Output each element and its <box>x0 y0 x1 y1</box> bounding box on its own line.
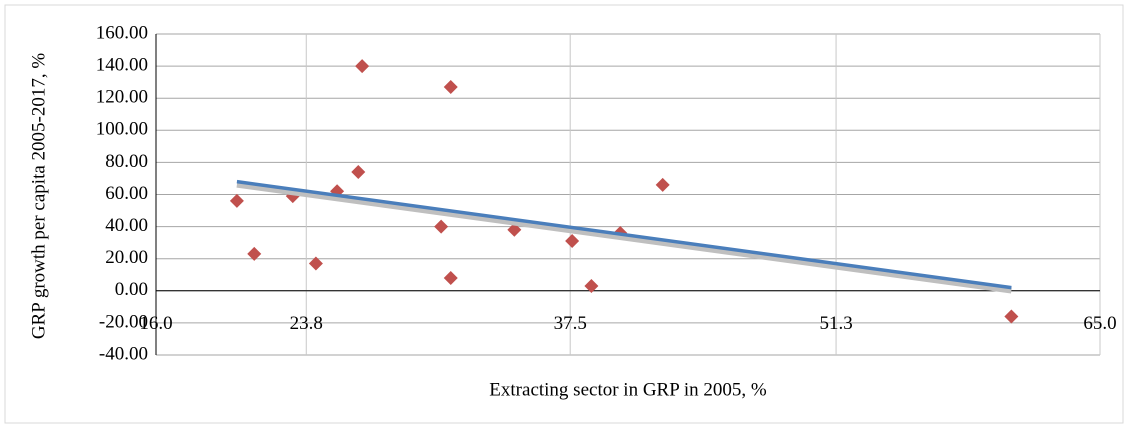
x-tick-label: 37.5 <box>554 313 587 334</box>
y-tick-label: 20.00 <box>105 247 148 268</box>
data-point <box>355 59 370 74</box>
x-tick-label: 23.8 <box>290 313 323 334</box>
data-point <box>229 193 244 208</box>
data-point <box>247 246 262 261</box>
data-point <box>584 278 599 293</box>
y-tick-label: 80.00 <box>105 151 148 172</box>
data-point <box>443 79 458 94</box>
y-axis-title: GRP growth per capita 2005-2017, % <box>28 53 49 340</box>
y-tick-label: -40.00 <box>99 343 148 364</box>
data-point <box>1004 309 1019 324</box>
data-point <box>655 177 670 192</box>
y-tick-label: 100.00 <box>96 119 148 140</box>
y-tick-label: -20.00 <box>99 311 148 332</box>
x-axis-title: Extracting sector in GRP in 2005, % <box>489 379 767 400</box>
y-tick-label: 60.00 <box>105 183 148 204</box>
data-point <box>351 165 366 180</box>
y-tick-label: 0.00 <box>115 279 148 300</box>
y-tick-label: 140.00 <box>96 54 148 75</box>
y-tick-label: 120.00 <box>96 87 148 108</box>
data-point <box>308 256 323 271</box>
data-point <box>507 222 522 237</box>
y-tick-label: 40.00 <box>105 215 148 236</box>
x-tick-label: 65.0 <box>1083 313 1116 334</box>
y-tick-label: 160.00 <box>96 22 148 43</box>
data-point <box>434 219 449 234</box>
x-tick-label: 51.3 <box>819 313 852 334</box>
data-point <box>565 234 580 249</box>
data-point <box>443 270 458 285</box>
chart-border <box>4 4 1124 424</box>
trendline-shadow <box>236 181 1012 294</box>
trendline <box>236 179 1012 290</box>
